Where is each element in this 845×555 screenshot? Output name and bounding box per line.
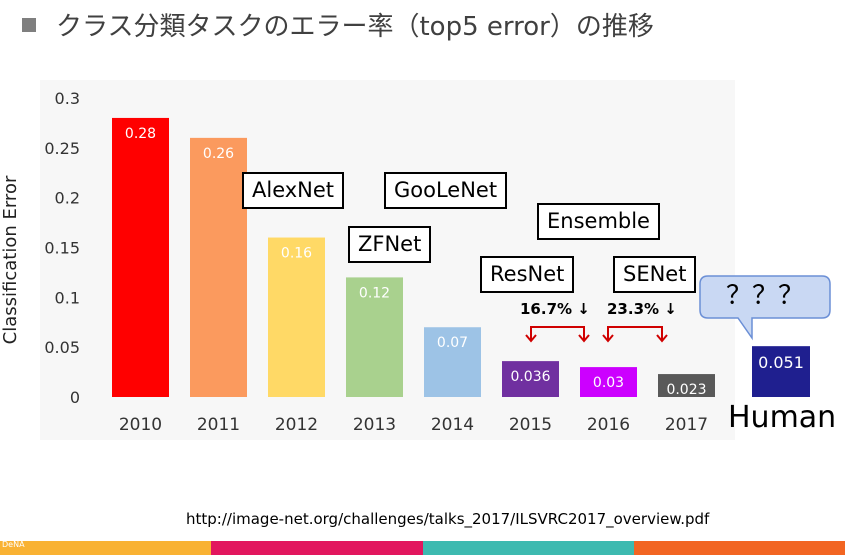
- bar-2017: [658, 374, 715, 397]
- x-axis: 2010 2011 2012 2013 2014 2015 2016 2017: [119, 415, 708, 435]
- x-tick-label: 2011: [197, 415, 240, 435]
- dena-logo: DeNA: [2, 540, 25, 549]
- bar-value-label: 0.28: [125, 126, 156, 142]
- footer-segment: [422, 541, 634, 555]
- arrow-2016: [530, 326, 585, 340]
- bar-human: [752, 346, 810, 397]
- footer-segment: [0, 541, 212, 555]
- x-tick-label: 2013: [353, 415, 396, 435]
- label-ensemble: Ensemble: [537, 203, 660, 240]
- footer-segment: [633, 541, 845, 555]
- bar-2015: [502, 361, 559, 397]
- label-senet: SENet: [613, 256, 697, 293]
- y-tick-label: 0.2: [55, 189, 80, 208]
- bar-value-label: 0.03: [593, 375, 624, 391]
- footer-segment: [211, 541, 423, 555]
- bar-2010: [112, 117, 169, 397]
- improvement-2016: 16.7% ↓: [520, 300, 590, 318]
- y-tick-label: 0.3: [55, 89, 80, 108]
- arrow-head-2016-right: [578, 334, 590, 343]
- bar-2012: [268, 237, 325, 397]
- label-zfnet: ZFNet: [348, 226, 432, 263]
- bar-2013: [346, 277, 403, 397]
- question-text: ？？？: [726, 281, 804, 311]
- x-tick-label: 2010: [119, 415, 162, 435]
- bar-2014: [424, 327, 481, 397]
- x-tick-label: 2015: [509, 415, 552, 435]
- y-tick-label: 0.05: [44, 338, 80, 357]
- arrow-head-2017-right: [656, 334, 668, 343]
- x-tick-label: 2014: [431, 415, 474, 435]
- x-tick-label: 2012: [275, 415, 318, 435]
- x-tick-label: 2016: [587, 415, 630, 435]
- title-bullet: [22, 18, 36, 32]
- label-alexnet: AlexNet: [242, 172, 345, 209]
- bar-value-label: 0.07: [437, 335, 468, 351]
- arrow-head-2017-left: [602, 334, 614, 343]
- bar-human-value-label: 0.051: [758, 353, 804, 372]
- y-tick-label: 0.25: [44, 139, 80, 158]
- arrow-2017: [607, 326, 663, 340]
- source-url: http://image-net.org/challenges/talks_20…: [186, 510, 710, 528]
- y-tick-label: 0: [70, 388, 80, 407]
- bar-value-label: 0.12: [359, 285, 390, 301]
- y-tick-label: 0.1: [55, 288, 80, 307]
- arrow-head-2016-left: [525, 334, 537, 343]
- bars: 0.28 0.26 0.16 0.12 0.07 0.036 0.03 0.023 0.051: [112, 117, 810, 398]
- label-resnet: ResNet: [480, 256, 575, 293]
- bar-value-label: 0.16: [281, 246, 312, 262]
- speech-bubble: ？？？: [699, 275, 831, 341]
- improvement-arrows: [525, 326, 668, 343]
- improvement-2017: 23.3% ↓: [607, 300, 677, 318]
- human-label: Human: [728, 400, 837, 435]
- y-axis: 0 0.05 0.1 0.15 0.2 0.25 0.3: [44, 89, 80, 407]
- y-axis-label: Classification Error: [0, 175, 21, 344]
- bar-value-label: 0.023: [666, 382, 706, 398]
- bar-2016: [580, 367, 637, 397]
- x-tick-label: 2017: [665, 415, 708, 435]
- slide-title: クラス分類タスクのエラー率（top5 error）の推移: [56, 12, 654, 42]
- label-googlenet: GooLeNet: [384, 172, 508, 209]
- bar-value-label: 0.036: [510, 369, 550, 385]
- y-tick-label: 0.15: [44, 239, 80, 258]
- bar-2011: [190, 137, 247, 397]
- bar-value-label: 0.26: [203, 146, 234, 162]
